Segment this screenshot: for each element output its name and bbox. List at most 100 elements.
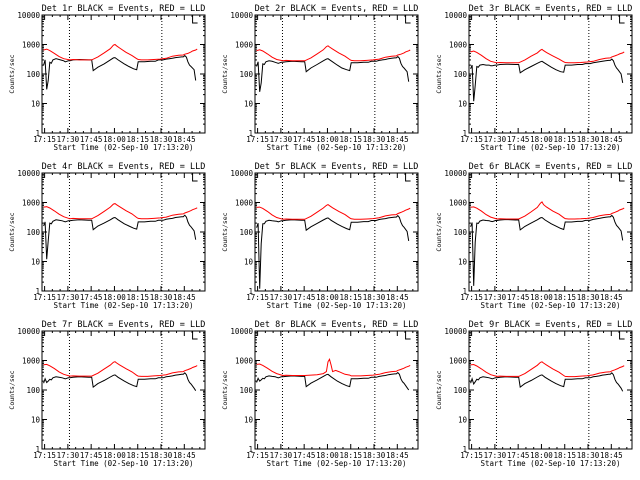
y-tick-label: 1 (248, 287, 253, 296)
y-axis-label: Counts/sec (435, 370, 443, 409)
events-series-line (470, 214, 624, 286)
x-tick-label: 18:00 (103, 135, 126, 144)
x-tick-label: 18:45 (600, 293, 623, 302)
x-tick-label: 17:15 (246, 293, 269, 302)
x-tick-label: 18:00 (103, 293, 126, 302)
time-bracket-marker (192, 15, 198, 24)
time-bracket-marker (192, 173, 198, 182)
x-tick-label: 18:15 (126, 451, 149, 460)
y-tick-label: 10 (244, 258, 254, 267)
y-tick-label: 1 (248, 129, 253, 138)
x-tick-label: 18:30 (577, 293, 600, 302)
chart-title: Det 4r BLACK = Events, RED = LLD (42, 162, 206, 172)
x-tick-label: 18:45 (600, 451, 623, 460)
x-axis-label: Start Time (02-Sep-10 17:13:20) (54, 459, 194, 468)
y-tick-label: 1 (248, 445, 253, 454)
y-tick-label: 100 (26, 70, 40, 79)
chart-panel-2: 1 10 100 1000 10000 17:15 17:30 17:45 18:00 18:15… (221, 4, 419, 152)
y-tick-label: 10000 (230, 169, 253, 178)
x-tick-label: 17:30 (484, 451, 507, 460)
plot-frame (468, 330, 633, 450)
x-tick-label: 17:30 (484, 293, 507, 302)
x-tick-label: 18:00 (316, 135, 339, 144)
lld-series-line (43, 203, 198, 220)
x-tick-label: 18:15 (339, 451, 362, 460)
x-tick-label: 18:30 (363, 451, 386, 460)
x-tick-label: 18:00 (316, 293, 339, 302)
x-tick-label: 17:15 (33, 293, 56, 302)
x-tick-label: 17:45 (507, 451, 530, 460)
x-tick-label: 17:30 (484, 135, 507, 144)
x-tick-label: 18:15 (553, 451, 576, 460)
x-tick-label: 18:00 (103, 451, 126, 460)
x-tick-label: 18:00 (530, 293, 553, 302)
x-tick-label: 18:00 (530, 451, 553, 460)
y-axis-label: Counts/sec (221, 370, 229, 409)
y-tick-label: 1000 (235, 199, 254, 208)
y-tick-label: 100 (26, 228, 40, 237)
x-tick-label: 18:45 (386, 451, 409, 460)
y-tick-label: 1000 (235, 357, 254, 366)
x-tick-label: 18:45 (173, 293, 196, 302)
y-axis-label: Counts/sec (435, 212, 443, 251)
y-tick-label: 10 (458, 416, 468, 425)
x-tick-label: 18:30 (577, 135, 600, 144)
y-tick-label: 1 (462, 445, 467, 454)
x-axis-label: Start Time (02-Sep-10 17:13:20) (267, 459, 407, 468)
y-axis-label: Counts/sec (8, 212, 16, 251)
chart-title: Det 7r BLACK = Events, RED = LLD (42, 320, 206, 330)
chart-panel-7: 1 10 100 1000 10000 17:15 17:30 17:45 18:00 18:15… (8, 320, 206, 468)
x-tick-label: 17:30 (270, 135, 293, 144)
y-tick-label: 100 (453, 70, 467, 79)
y-axis-label: Counts/sec (221, 54, 229, 93)
x-tick-label: 17:15 (460, 293, 483, 302)
x-tick-label: 17:45 (507, 135, 530, 144)
x-axis-label: Start Time (02-Sep-10 17:13:20) (481, 301, 621, 310)
events-series-line (470, 372, 624, 392)
x-tick-label: 18:30 (150, 451, 173, 460)
x-tick-label: 18:45 (386, 135, 409, 144)
y-tick-label: 100 (239, 70, 253, 79)
chart-title: Det 5r BLACK = Events, RED = LLD (255, 162, 419, 172)
x-tick-label: 18:15 (126, 293, 149, 302)
x-tick-label: 18:30 (363, 135, 386, 144)
y-axis-label: Counts/sec (8, 370, 16, 409)
y-tick-label: 100 (239, 228, 253, 237)
y-tick-label: 10 (244, 416, 254, 425)
x-tick-label: 17:15 (246, 135, 269, 144)
x-tick-label: 17:15 (460, 451, 483, 460)
plot-frame (468, 172, 633, 292)
x-tick-label: 18:45 (173, 451, 196, 460)
x-tick-label: 18:15 (553, 135, 576, 144)
chart-panel-1: 1 10 100 1000 10000 17:15 17:30 17:45 18:00 18:15… (8, 4, 206, 152)
chart-title: Det 2r BLACK = Events, RED = LLD (255, 4, 419, 14)
y-tick-label: 10 (458, 258, 468, 267)
events-series-line (43, 214, 197, 260)
chart-panel-8: 1 10 100 1000 10000 17:15 17:30 17:45 18:00 18:15… (221, 320, 419, 468)
y-tick-label: 10 (31, 416, 41, 425)
time-bracket-marker (619, 173, 625, 182)
y-tick-label: 1000 (449, 199, 468, 208)
lld-series-line (256, 45, 411, 62)
x-tick-label: 18:45 (386, 293, 409, 302)
y-tick-label: 100 (239, 386, 253, 395)
chart-panel-6: 1 10 100 1000 10000 17:15 17:30 17:45 18:00 18:15… (435, 162, 633, 310)
lld-series-line (256, 204, 411, 220)
events-series-line (43, 54, 197, 90)
y-tick-label: 100 (453, 228, 467, 237)
x-axis-label: Start Time (02-Sep-10 17:13:20) (54, 301, 194, 310)
chart-panel-4: 1 10 100 1000 10000 17:15 17:30 17:45 18:00 18:15… (8, 162, 206, 310)
y-tick-label: 1000 (22, 41, 41, 50)
y-tick-label: 10000 (17, 327, 40, 336)
plot-frame (254, 172, 419, 292)
y-tick-label: 1 (35, 129, 40, 138)
x-tick-label: 18:00 (530, 135, 553, 144)
y-tick-label: 1000 (449, 41, 468, 50)
y-tick-label: 10000 (17, 169, 40, 178)
x-tick-label: 18:30 (150, 135, 173, 144)
lld-series-line (470, 361, 625, 378)
events-series-line (43, 372, 197, 391)
y-axis-label: Counts/sec (435, 54, 443, 93)
plot-frame (254, 14, 419, 134)
y-tick-label: 10000 (230, 11, 253, 20)
